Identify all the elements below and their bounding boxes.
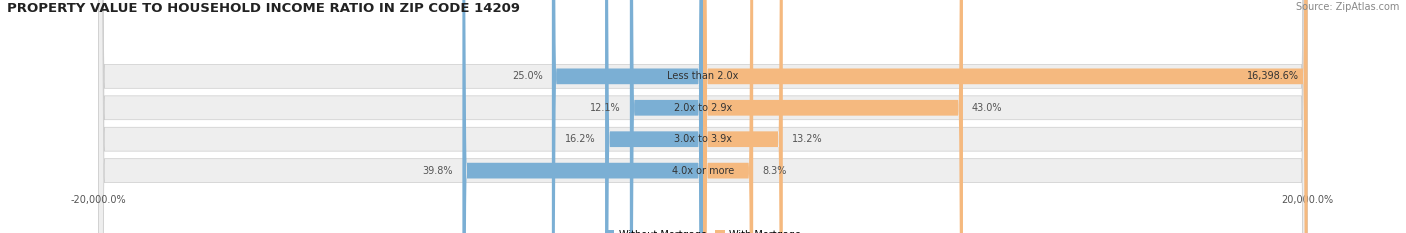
Legend: Without Mortgage, With Mortgage: Without Mortgage, With Mortgage bbox=[600, 226, 806, 233]
Text: 16.2%: 16.2% bbox=[565, 134, 596, 144]
FancyBboxPatch shape bbox=[98, 0, 1308, 233]
Text: 16,398.6%: 16,398.6% bbox=[1247, 71, 1299, 81]
Text: Source: ZipAtlas.com: Source: ZipAtlas.com bbox=[1295, 2, 1399, 12]
Text: Less than 2.0x: Less than 2.0x bbox=[668, 71, 738, 81]
Text: 39.8%: 39.8% bbox=[423, 166, 453, 176]
Text: 4.0x or more: 4.0x or more bbox=[672, 166, 734, 176]
Text: 25.0%: 25.0% bbox=[512, 71, 543, 81]
FancyBboxPatch shape bbox=[630, 0, 703, 233]
Text: 8.3%: 8.3% bbox=[762, 166, 786, 176]
FancyBboxPatch shape bbox=[703, 0, 963, 233]
FancyBboxPatch shape bbox=[703, 0, 754, 233]
FancyBboxPatch shape bbox=[551, 0, 703, 233]
Text: 3.0x to 3.9x: 3.0x to 3.9x bbox=[673, 134, 733, 144]
FancyBboxPatch shape bbox=[463, 0, 703, 233]
FancyBboxPatch shape bbox=[98, 0, 1308, 233]
Text: 13.2%: 13.2% bbox=[792, 134, 823, 144]
FancyBboxPatch shape bbox=[703, 0, 1308, 233]
Text: PROPERTY VALUE TO HOUSEHOLD INCOME RATIO IN ZIP CODE 14209: PROPERTY VALUE TO HOUSEHOLD INCOME RATIO… bbox=[7, 2, 520, 15]
FancyBboxPatch shape bbox=[605, 0, 703, 233]
FancyBboxPatch shape bbox=[703, 0, 783, 233]
Text: 2.0x to 2.9x: 2.0x to 2.9x bbox=[673, 103, 733, 113]
FancyBboxPatch shape bbox=[98, 0, 1308, 233]
FancyBboxPatch shape bbox=[98, 0, 1308, 233]
Text: 12.1%: 12.1% bbox=[591, 103, 621, 113]
Text: 43.0%: 43.0% bbox=[972, 103, 1002, 113]
